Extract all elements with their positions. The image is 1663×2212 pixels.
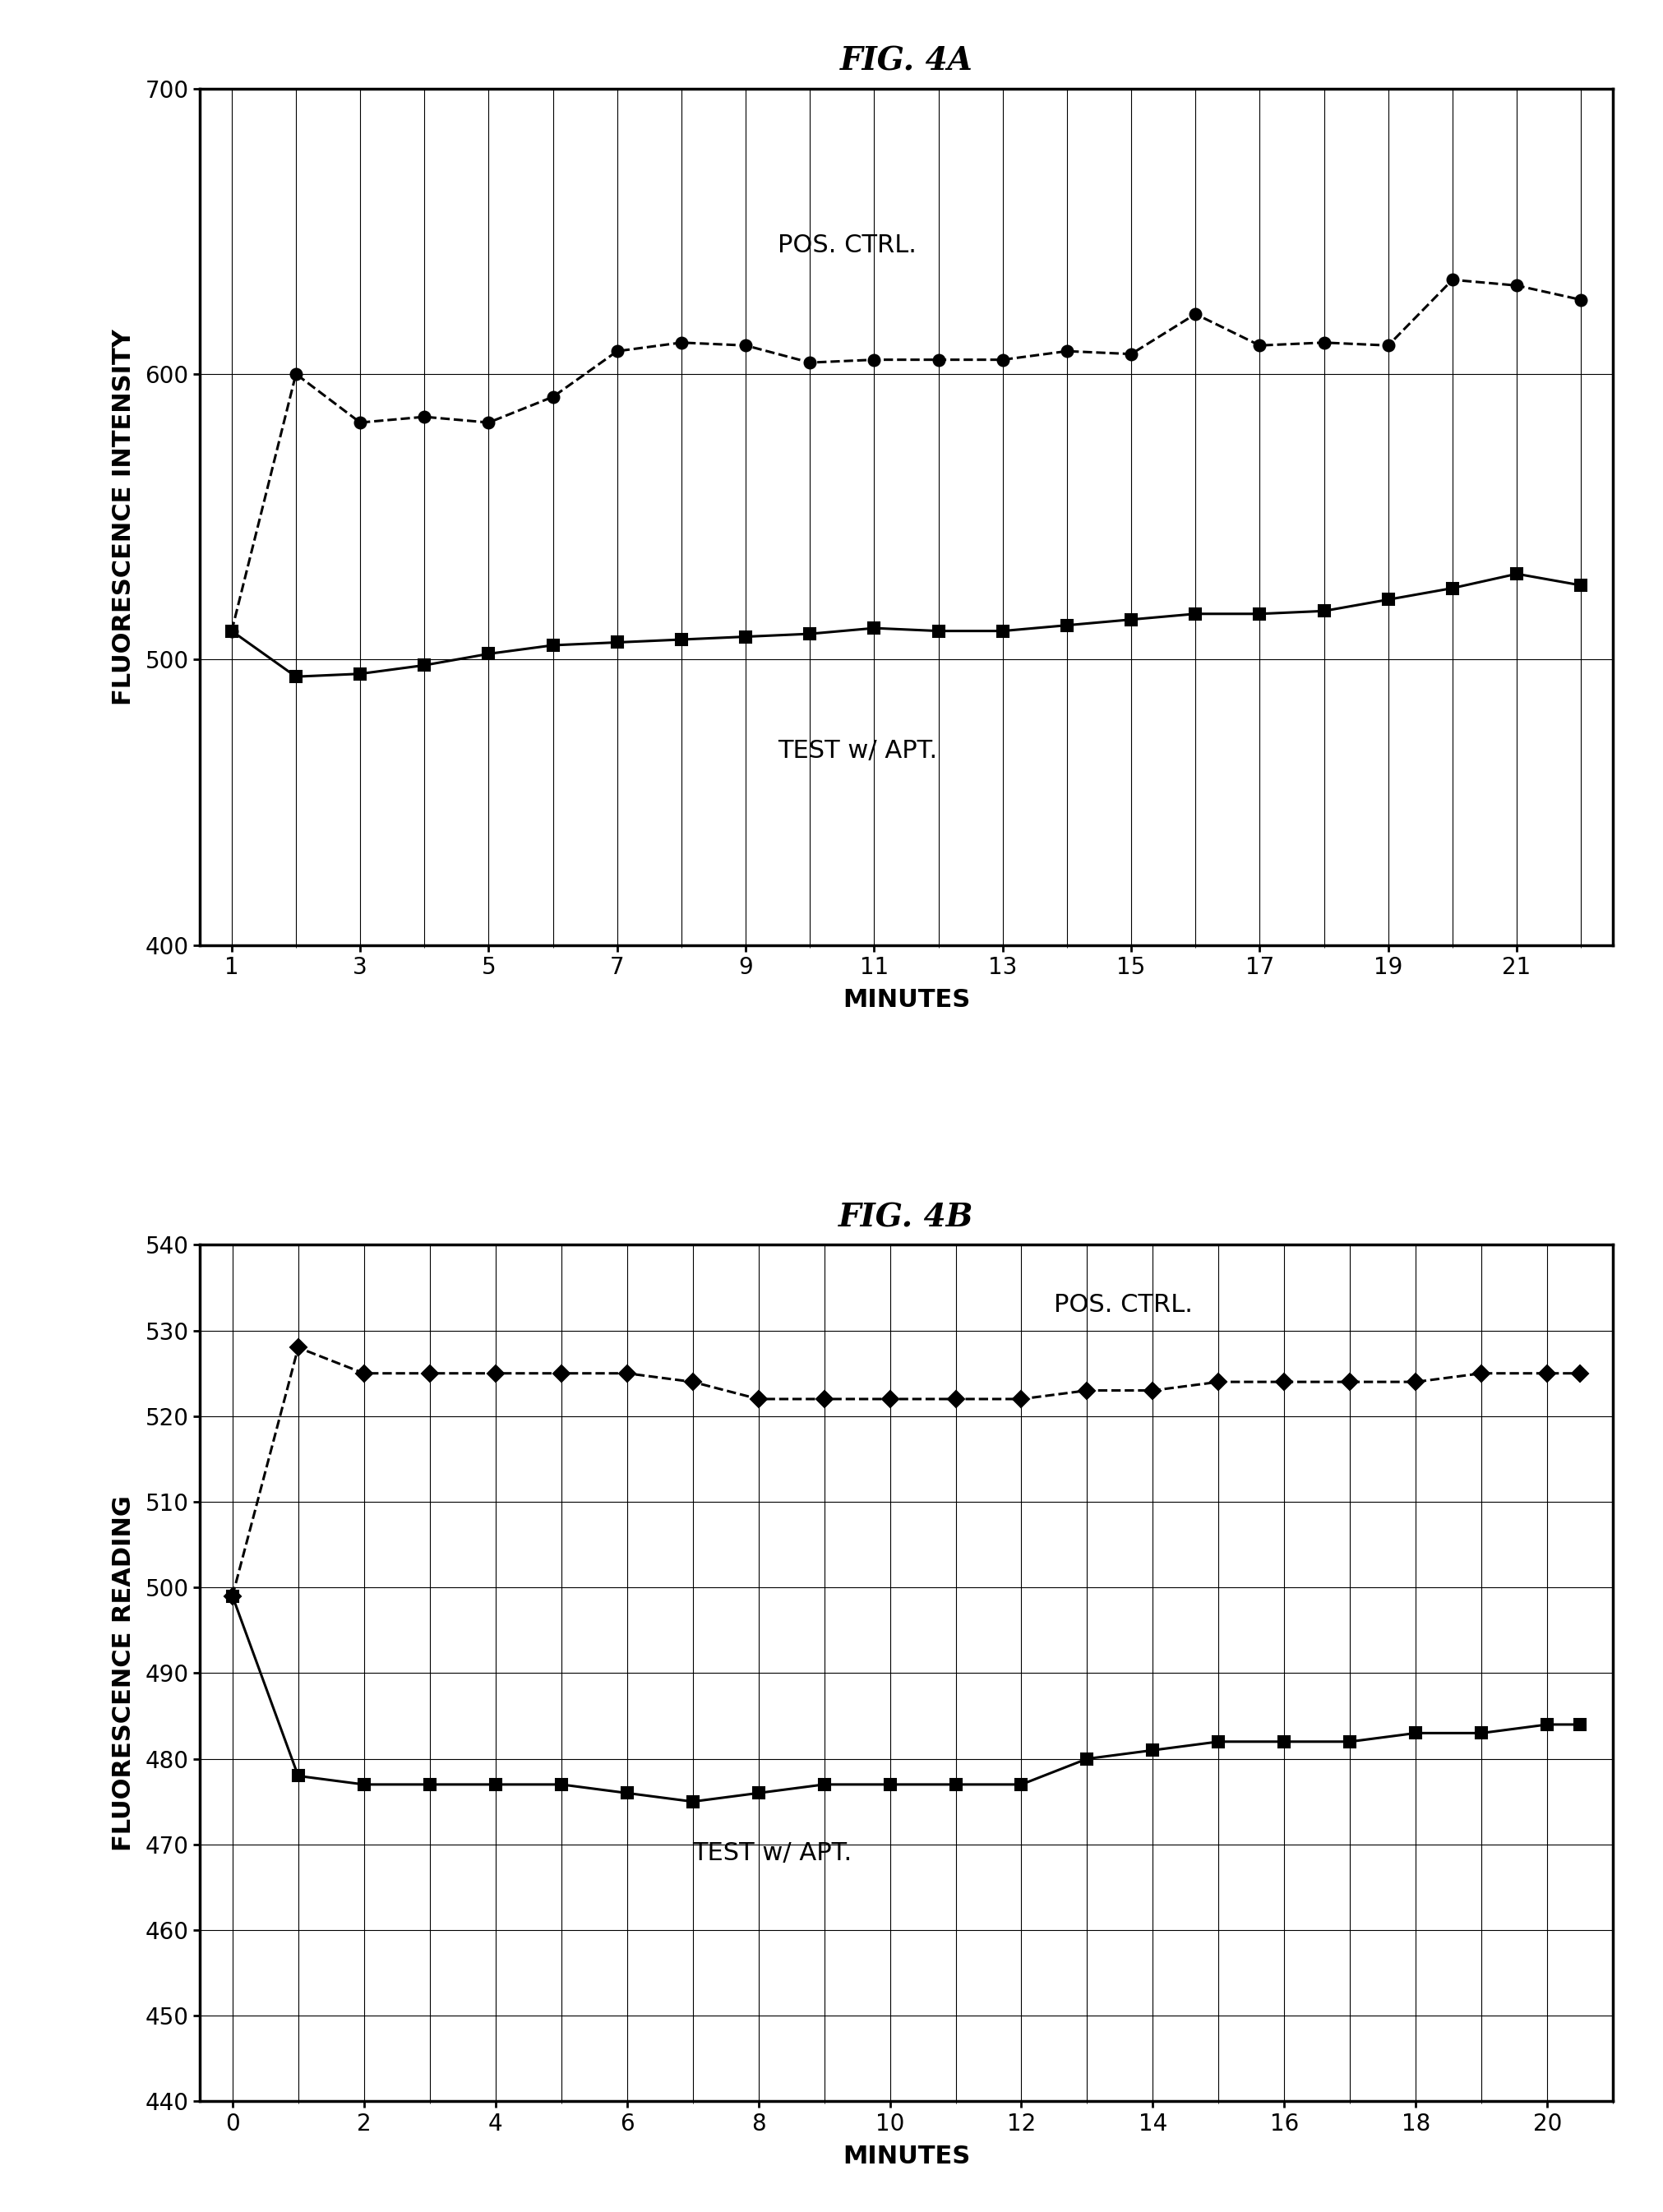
Title: FIG. 4B: FIG. 4B bbox=[838, 1201, 975, 1232]
Title: FIG. 4A: FIG. 4A bbox=[840, 46, 973, 77]
Y-axis label: FLUORESCENCE READING: FLUORESCENCE READING bbox=[111, 1495, 136, 1851]
Text: TEST w/ APT.: TEST w/ APT. bbox=[693, 1840, 851, 1865]
Text: POS. CTRL.: POS. CTRL. bbox=[1054, 1292, 1192, 1316]
Text: POS. CTRL.: POS. CTRL. bbox=[778, 234, 916, 257]
X-axis label: MINUTES: MINUTES bbox=[843, 2143, 970, 2168]
Text: TEST w/ APT.: TEST w/ APT. bbox=[778, 739, 938, 763]
Y-axis label: FLUORESCENCE INTENSITY: FLUORESCENCE INTENSITY bbox=[111, 330, 136, 706]
X-axis label: MINUTES: MINUTES bbox=[843, 989, 970, 1011]
